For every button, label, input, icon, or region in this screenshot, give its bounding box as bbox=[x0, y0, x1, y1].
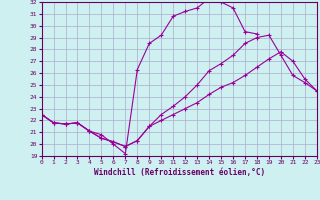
X-axis label: Windchill (Refroidissement éolien,°C): Windchill (Refroidissement éolien,°C) bbox=[94, 168, 265, 177]
